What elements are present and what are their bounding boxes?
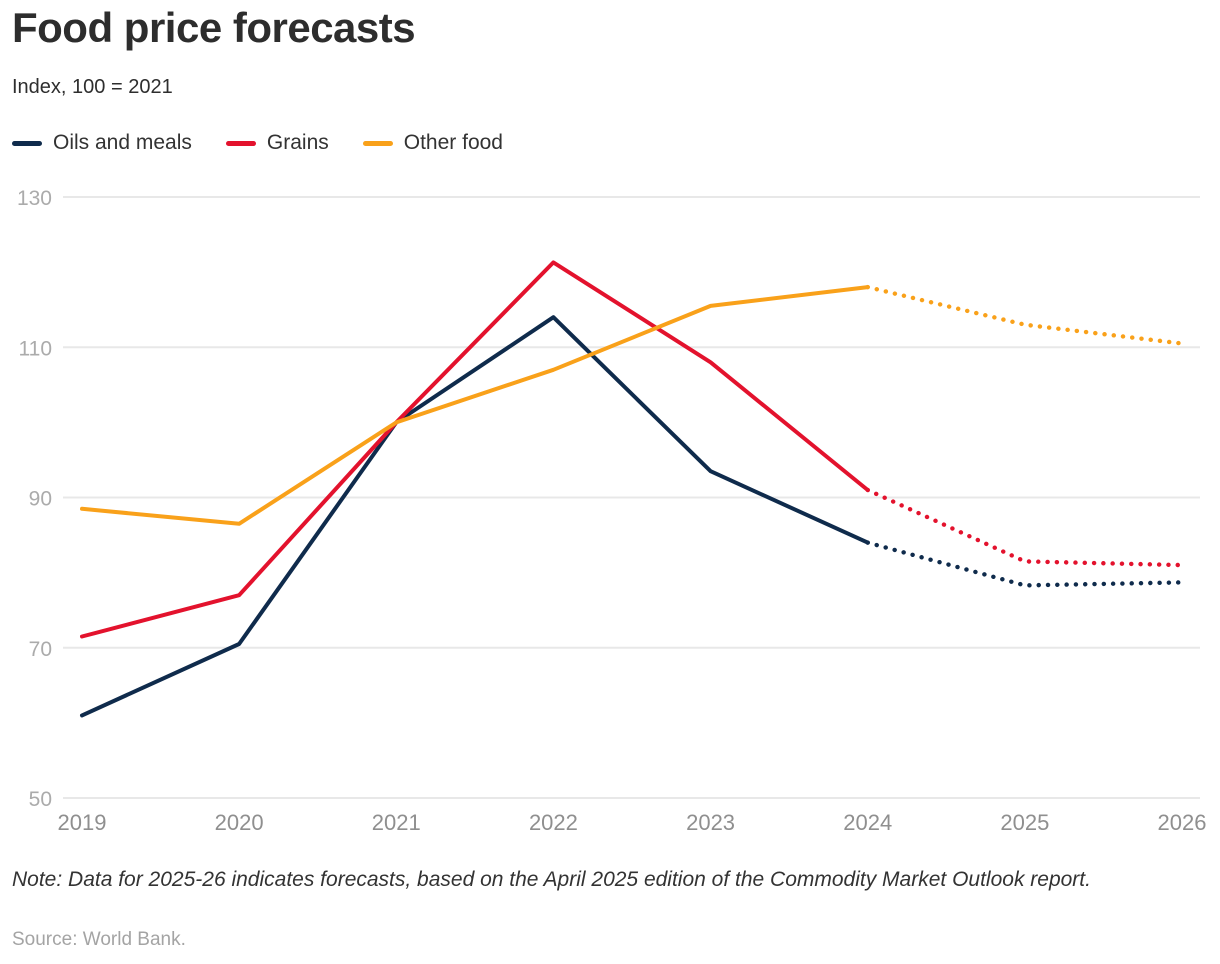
series-line-grains [80, 260, 870, 639]
y-tick-label-130: 130 [17, 187, 52, 210]
x-tick-label-2026: 2026 [1158, 810, 1207, 835]
source-text: Source: World Bank. [12, 929, 186, 950]
legend-item-oils-and-meals: Oils and meals [12, 131, 192, 155]
x-tick-label-2019: 2019 [58, 810, 107, 835]
y-tick-label-90: 90 [29, 488, 52, 511]
legend-label-other-food: Other food [403, 131, 503, 154]
y-tick-label-110: 110 [19, 337, 52, 360]
legend-label-grains: Grains [266, 131, 329, 154]
line-chart: 50 70 90 110 130 2019 2020 2021 2022 2023 2024 2025… [17, 187, 1207, 835]
legend: Oils and meals Grains Other food [12, 131, 503, 155]
series-line-other-food [80, 285, 870, 526]
legend-swatch-other-food [362, 140, 393, 146]
note-text: Note: Data for 2025-26 indicates forecas… [12, 868, 1091, 891]
x-tick-label-2021: 2021 [372, 810, 421, 835]
legend-label-oils-and-meals: Oils and meals [53, 131, 192, 154]
legend-item-grains: Grains [225, 131, 329, 155]
page-title: Food price forecasts [12, 4, 416, 51]
x-tick-label-2023: 2023 [686, 810, 735, 835]
x-tick-label-2025: 2025 [1000, 810, 1049, 835]
series-forecast-grains [865, 487, 1185, 568]
series-line-oils-and-meals [80, 315, 870, 718]
x-tick-label-2020: 2020 [215, 810, 264, 835]
legend-item-other-food: Other food [362, 131, 503, 155]
y-tick-label-70: 70 [29, 638, 52, 661]
x-tick-label-2022: 2022 [529, 810, 578, 835]
series-forecast-other-food [865, 284, 1185, 346]
y-tick-label-50: 50 [29, 788, 52, 811]
x-tick-label-2024: 2024 [843, 810, 892, 835]
legend-swatch-grains [225, 140, 256, 146]
series-forecast-oils-and-meals [865, 540, 1185, 588]
chart-subtitle: Index, 100 = 2021 [12, 76, 173, 98]
legend-swatch-oils-and-meals [12, 140, 42, 146]
